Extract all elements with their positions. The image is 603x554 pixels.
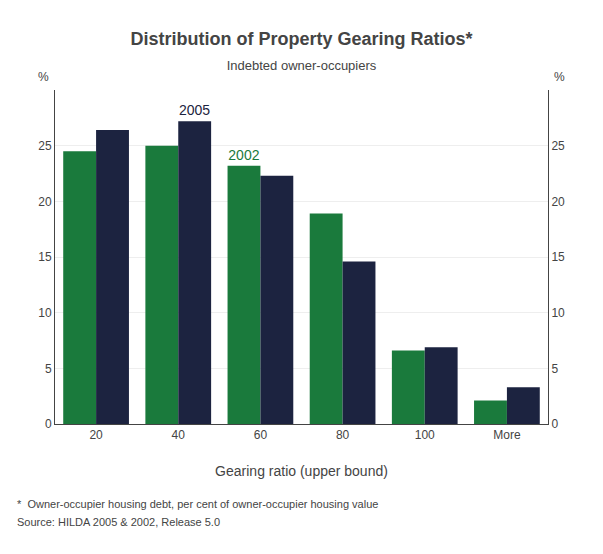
svg-text:15: 15 xyxy=(38,250,52,264)
svg-text:20: 20 xyxy=(89,428,103,442)
svg-text:60: 60 xyxy=(254,428,268,442)
svg-text:0: 0 xyxy=(551,417,558,431)
svg-text:Gearing ratio (upper bound): Gearing ratio (upper bound) xyxy=(215,463,388,479)
svg-text:20: 20 xyxy=(38,195,52,209)
svg-text:Indebted owner-occupiers: Indebted owner-occupiers xyxy=(227,58,377,73)
svg-text:10: 10 xyxy=(551,306,565,320)
svg-text:5: 5 xyxy=(551,362,558,376)
svg-text:* Owner-occupier housing debt: * Owner-occupier housing debt, per cent … xyxy=(17,498,378,510)
svg-text:%: % xyxy=(554,70,565,84)
svg-text:80: 80 xyxy=(336,428,350,442)
svg-text:Source: HILDA 2005 & 2002, Rel: Source: HILDA 2005 & 2002, Release 5.0 xyxy=(17,516,220,528)
svg-text:2005: 2005 xyxy=(179,102,210,118)
svg-text:20: 20 xyxy=(551,195,565,209)
svg-text:10: 10 xyxy=(38,306,52,320)
svg-text:25: 25 xyxy=(551,139,565,153)
svg-text:40: 40 xyxy=(172,428,186,442)
svg-text:Distribution of Property Geari: Distribution of Property Gearing Ratios* xyxy=(130,29,472,49)
svg-text:2002: 2002 xyxy=(228,147,259,163)
svg-text:15: 15 xyxy=(551,250,565,264)
svg-text:25: 25 xyxy=(38,139,52,153)
svg-text:0: 0 xyxy=(45,417,52,431)
svg-text:More: More xyxy=(493,428,521,442)
svg-text:5: 5 xyxy=(45,362,52,376)
svg-text:%: % xyxy=(38,70,49,84)
svg-text:100: 100 xyxy=(415,428,435,442)
